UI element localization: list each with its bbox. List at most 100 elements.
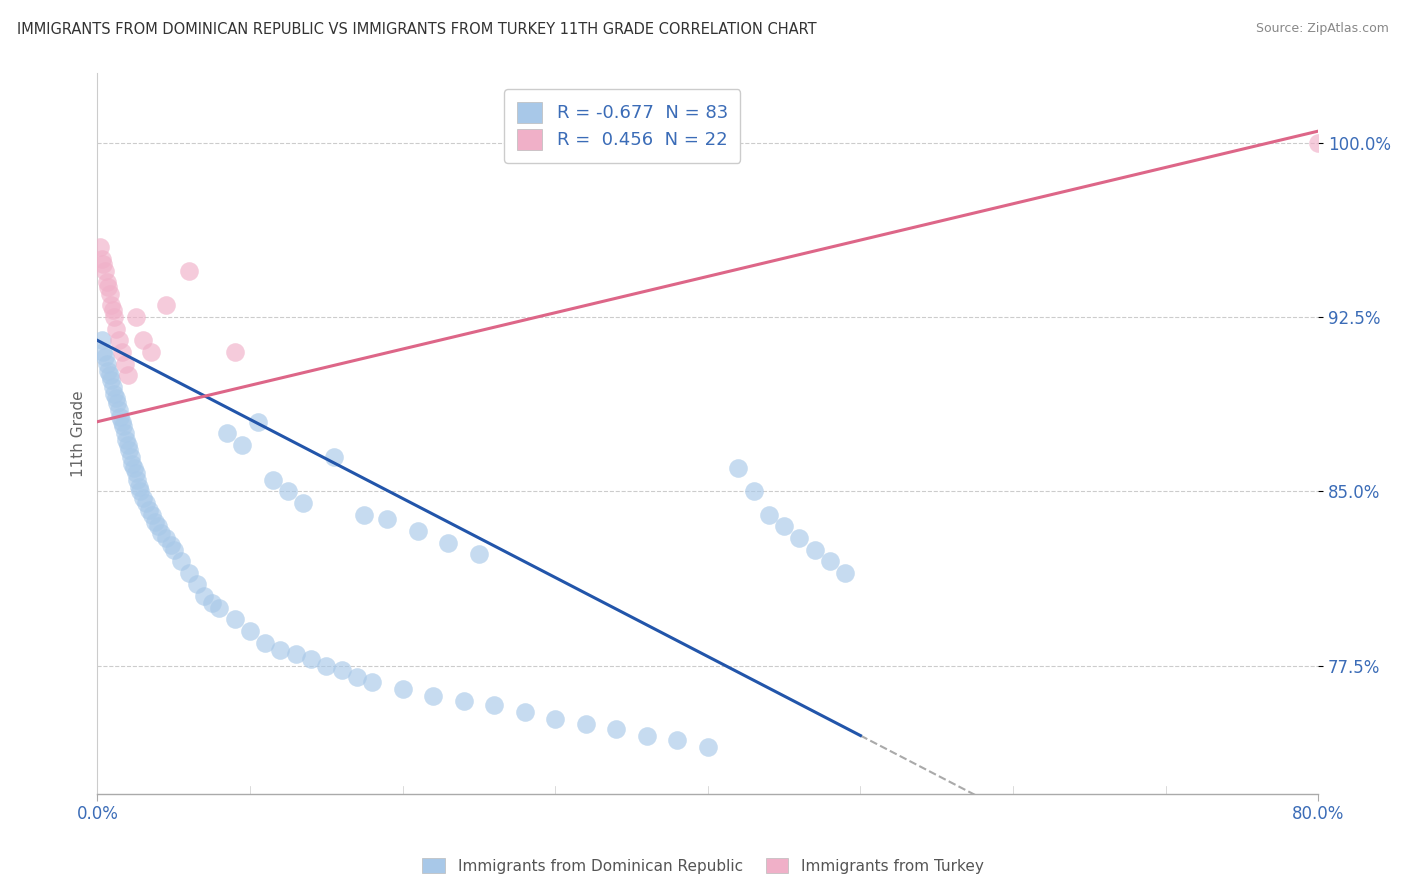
Legend: Immigrants from Dominican Republic, Immigrants from Turkey: Immigrants from Dominican Republic, Immi… bbox=[416, 852, 990, 880]
Point bbox=[122, 461, 145, 475]
Point bbox=[94, 263, 117, 277]
Point bbox=[177, 566, 200, 580]
Point bbox=[292, 496, 315, 510]
Text: IMMIGRANTS FROM DOMINICAN REPUBLIC VS IMMIGRANTS FROM TURKEY 11TH GRADE CORRELAT: IMMIGRANTS FROM DOMINICAN REPUBLIC VS IM… bbox=[17, 22, 817, 37]
Point bbox=[239, 624, 262, 638]
Point bbox=[834, 566, 856, 580]
Point bbox=[262, 473, 284, 487]
Point bbox=[96, 357, 118, 371]
Point bbox=[93, 345, 115, 359]
Point bbox=[101, 380, 124, 394]
Point bbox=[636, 729, 658, 743]
Point bbox=[605, 722, 627, 736]
Point bbox=[284, 647, 307, 661]
Point bbox=[375, 512, 398, 526]
Point bbox=[139, 345, 162, 359]
Point bbox=[96, 275, 118, 289]
Point bbox=[105, 396, 128, 410]
Point bbox=[98, 286, 121, 301]
Point bbox=[132, 491, 155, 506]
Point bbox=[246, 415, 269, 429]
Point bbox=[437, 535, 460, 549]
Y-axis label: 11th Grade: 11th Grade bbox=[72, 390, 86, 476]
Point bbox=[322, 450, 344, 464]
Point bbox=[422, 689, 444, 703]
Legend: R = -0.677  N = 83, R =  0.456  N = 22: R = -0.677 N = 83, R = 0.456 N = 22 bbox=[505, 89, 741, 162]
Point bbox=[115, 434, 138, 448]
Point bbox=[254, 635, 277, 649]
Point bbox=[453, 694, 475, 708]
Point bbox=[315, 658, 337, 673]
Point bbox=[406, 524, 429, 538]
Point bbox=[217, 426, 239, 441]
Point bbox=[107, 403, 129, 417]
Point bbox=[100, 298, 122, 312]
Point bbox=[468, 547, 491, 561]
Point bbox=[391, 681, 413, 696]
Point bbox=[125, 473, 148, 487]
Point bbox=[666, 733, 689, 747]
Point bbox=[159, 538, 181, 552]
Point bbox=[128, 480, 150, 494]
Point bbox=[170, 554, 193, 568]
Point bbox=[742, 484, 765, 499]
Point bbox=[110, 410, 132, 425]
Point bbox=[163, 542, 186, 557]
Point bbox=[90, 334, 112, 348]
Point bbox=[129, 484, 152, 499]
Point bbox=[330, 664, 353, 678]
Point bbox=[103, 386, 125, 401]
Point bbox=[513, 706, 536, 720]
Point bbox=[135, 496, 157, 510]
Point bbox=[111, 345, 134, 359]
Point bbox=[114, 357, 136, 371]
Point bbox=[727, 461, 749, 475]
Point bbox=[89, 240, 111, 254]
Point bbox=[277, 484, 299, 499]
Point bbox=[224, 345, 246, 359]
Point bbox=[90, 252, 112, 266]
Point bbox=[120, 450, 142, 464]
Point bbox=[104, 322, 127, 336]
Point bbox=[193, 589, 215, 603]
Point bbox=[201, 596, 224, 610]
Point bbox=[117, 438, 139, 452]
Point bbox=[107, 334, 129, 348]
Point bbox=[269, 642, 291, 657]
Point bbox=[138, 503, 160, 517]
Point bbox=[111, 415, 134, 429]
Point bbox=[103, 310, 125, 324]
Point bbox=[93, 257, 115, 271]
Text: Source: ZipAtlas.com: Source: ZipAtlas.com bbox=[1256, 22, 1389, 36]
Point bbox=[1308, 136, 1330, 150]
Point bbox=[124, 310, 146, 324]
Point bbox=[132, 334, 155, 348]
Point bbox=[98, 368, 121, 383]
Point bbox=[789, 531, 811, 545]
Point bbox=[101, 303, 124, 318]
Point bbox=[100, 373, 122, 387]
Point bbox=[224, 612, 246, 626]
Point bbox=[114, 426, 136, 441]
Point bbox=[124, 466, 146, 480]
Point bbox=[94, 350, 117, 364]
Point bbox=[482, 698, 505, 713]
Point bbox=[117, 368, 139, 383]
Point bbox=[346, 670, 368, 684]
Point bbox=[818, 554, 841, 568]
Point bbox=[544, 712, 567, 726]
Point bbox=[177, 263, 200, 277]
Point bbox=[696, 740, 718, 755]
Point bbox=[148, 519, 170, 533]
Point bbox=[150, 526, 173, 541]
Point bbox=[118, 442, 141, 457]
Point bbox=[773, 519, 796, 533]
Point bbox=[208, 600, 231, 615]
Point bbox=[361, 675, 384, 690]
Point bbox=[353, 508, 375, 522]
Point bbox=[186, 577, 208, 591]
Point bbox=[155, 298, 177, 312]
Point bbox=[112, 419, 135, 434]
Point bbox=[121, 457, 143, 471]
Point bbox=[97, 280, 120, 294]
